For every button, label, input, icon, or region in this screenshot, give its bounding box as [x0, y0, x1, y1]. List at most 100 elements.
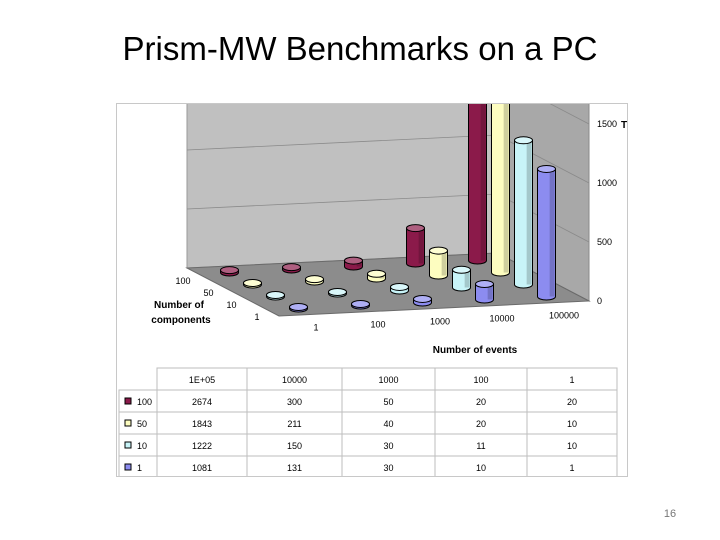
cylinder-mark — [266, 291, 285, 301]
gridline — [186, 193, 498, 210]
z-tick-label: 1500 — [597, 119, 617, 129]
y-tick-label: 1 — [254, 312, 259, 322]
cylinder-top — [390, 282, 409, 291]
cylinder-shade — [441, 250, 447, 276]
y-axis-title: Number of — [154, 300, 205, 311]
z-axis-title: Time (ms) — [621, 120, 627, 131]
cylinder-mark — [514, 136, 533, 289]
table-header-cell: 100 — [473, 375, 488, 385]
table-value-cell: 20 — [567, 397, 577, 407]
slide-number: 16 — [663, 508, 677, 520]
cylinder-top — [537, 164, 556, 173]
cylinder-mark — [351, 300, 370, 310]
gridline — [549, 104, 590, 125]
table-value-cell: 1843 — [192, 419, 212, 429]
table-value-cell: 10 — [567, 441, 577, 451]
z-tick-label: 500 — [597, 237, 612, 247]
cylinder-shade — [526, 140, 532, 285]
table-header-cell: 1E+05 — [189, 375, 215, 385]
table-body-box — [118, 389, 618, 476]
gridline — [186, 134, 498, 151]
cylinder-shade — [503, 104, 509, 273]
table-value-cell: 11 — [476, 441, 485, 451]
cylinder-mark — [328, 288, 347, 298]
y-tick-label: 50 — [203, 288, 213, 298]
table-value-cell: 1081 — [192, 463, 212, 473]
cylinder-mark — [243, 279, 262, 289]
cylinder-top — [351, 300, 370, 308]
cylinder-top — [305, 275, 324, 284]
cylinder-top — [289, 303, 308, 311]
cylinder-top — [452, 265, 471, 274]
cylinder-top — [514, 136, 533, 145]
cylinder-mark — [305, 275, 324, 286]
table-value-cell: 30 — [383, 463, 393, 473]
cylinder-mark — [537, 164, 556, 301]
cylinder-mark — [282, 263, 301, 274]
cylinder-top — [328, 288, 347, 296]
cylinder-mark — [406, 224, 425, 268]
cylinder-mark — [429, 246, 448, 280]
cylinder-mark — [367, 269, 386, 283]
slide-title: Prism-MW Benchmarks on a PC — [122, 30, 598, 67]
table-value-cell: 131 — [287, 463, 302, 473]
legend-label: 10 — [137, 441, 147, 451]
cylinder-top — [282, 263, 301, 272]
x-tick-label: 1000 — [430, 317, 450, 327]
cylinder-shade — [464, 269, 470, 288]
legend-swatch — [124, 463, 132, 471]
cylinder-top — [220, 266, 239, 275]
table-value-cell: 30 — [383, 441, 393, 451]
table-value-cell: 40 — [383, 419, 393, 429]
cylinder-top — [429, 246, 448, 255]
table-value-cell: 20 — [476, 419, 486, 429]
legend-label: 100 — [137, 397, 152, 407]
cylinder-top — [243, 279, 262, 287]
table-value-cell: 1222 — [192, 441, 212, 451]
cylinder-top — [266, 291, 285, 299]
cylinder-top — [406, 224, 425, 233]
cylinder-mark — [220, 266, 239, 277]
cylinder-shade — [418, 228, 424, 264]
x-tick-label: 100000 — [549, 311, 579, 321]
cylinder-mark — [491, 104, 510, 277]
y-tick-label: 100 — [175, 276, 190, 286]
gridline — [496, 134, 590, 184]
table-value-cell: 150 — [287, 441, 302, 451]
legend-label: 50 — [137, 419, 147, 429]
legend-swatch — [124, 397, 132, 405]
legend-swatch — [124, 419, 132, 427]
x-axis-title: Number of events — [433, 345, 518, 356]
cylinder-top — [475, 280, 494, 289]
x-tick-label: 100 — [370, 320, 385, 330]
cylinder-mark — [475, 280, 494, 304]
table-value-cell: 300 — [287, 397, 302, 407]
table-value-cell: 1 — [569, 463, 574, 473]
y-axis-title: components — [151, 315, 211, 326]
cylinder-mark — [413, 294, 432, 307]
x-tick-label: 10000 — [489, 314, 514, 324]
table-value-cell: 2674 — [192, 397, 212, 407]
benchmark-chart: 050010001500200025003000Time (ms)1100100… — [118, 104, 627, 476]
cylinder-mark — [452, 265, 471, 292]
table-header-cell: 10000 — [282, 375, 307, 385]
table-header-cell: 1 — [569, 375, 574, 385]
chart-frame: 050010001500200025003000Time (ms)1100100… — [116, 103, 628, 477]
cylinder-top — [367, 269, 386, 278]
table-value-cell: 50 — [383, 397, 393, 407]
table-value-cell: 20 — [476, 397, 486, 407]
z-tick-label: 0 — [597, 296, 602, 306]
legend-label: 1 — [137, 463, 142, 473]
cylinder-mark — [344, 256, 363, 271]
legend-swatch — [124, 441, 132, 449]
cylinder-mark — [289, 303, 308, 313]
cylinder-shade — [549, 168, 555, 297]
cylinder-mark — [468, 104, 487, 265]
x-tick-label: 1 — [313, 323, 318, 333]
cylinder-shade — [480, 104, 486, 261]
table-value-cell: 211 — [287, 419, 301, 429]
table-value-cell: 10 — [567, 419, 577, 429]
table-header-cell: 1000 — [378, 375, 398, 385]
y-tick-label: 10 — [226, 300, 236, 310]
cylinder-shade — [487, 284, 493, 300]
